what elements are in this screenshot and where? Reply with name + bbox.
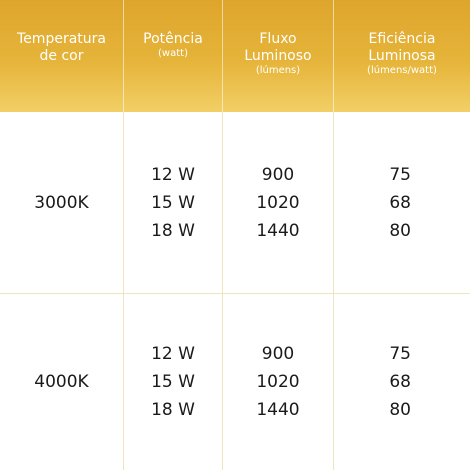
header-efficiency: Eficiência Luminosa (lúmens/watt) (334, 0, 470, 112)
table-row-2-efficiency: 75 68 80 (334, 294, 470, 470)
efficiency-value: 80 (389, 400, 411, 420)
power-value: 18 W (151, 400, 195, 420)
flux-value: 900 (261, 344, 295, 364)
header-flux-line1: Fluxo (259, 31, 297, 47)
temperature-value: 4000K (34, 372, 89, 392)
table-row-2-power: 12 W 15 W 18 W (124, 294, 223, 470)
flux-value: 1440 (256, 400, 300, 420)
flux-value: 900 (261, 164, 295, 185)
power-value: 15 W (151, 372, 195, 392)
power-value: 12 W (151, 164, 195, 185)
table-row-1-flux: 900 1020 1440 (223, 112, 334, 294)
table-row-1-efficiency: 75 68 80 (334, 112, 470, 294)
header-temperature-line2: de cor (39, 48, 84, 64)
power-value: 12 W (151, 344, 195, 364)
efficiency-value: 75 (389, 344, 411, 364)
header-power-unit: (watt) (158, 48, 188, 59)
table-row-2-flux: 900 1020 1440 (223, 294, 334, 470)
header-flux: Fluxo Luminoso (lúmens) (223, 0, 334, 112)
header-efficiency-line2: Luminosa (368, 48, 436, 64)
flux-value: 1020 (256, 372, 300, 392)
power-value: 18 W (151, 220, 195, 241)
header-power: Potência (watt) (124, 0, 223, 112)
efficiency-value: 68 (389, 192, 411, 213)
header-flux-unit: (lúmens) (255, 65, 301, 76)
table-row-1-power: 12 W 15 W 18 W (124, 112, 223, 294)
table-row-2-temperature: 4000K (0, 294, 124, 470)
header-temperature-line1: Temperatura (17, 31, 106, 47)
flux-value: 1020 (256, 192, 300, 213)
efficiency-value: 75 (389, 164, 411, 185)
efficiency-value: 68 (389, 372, 411, 392)
header-flux-line2: Luminoso (244, 48, 312, 64)
power-value: 15 W (151, 192, 195, 213)
efficiency-value: 80 (389, 220, 411, 241)
temperature-value: 3000K (34, 192, 89, 213)
header-temperature: Temperatura de cor (0, 0, 124, 112)
header-efficiency-line1: Eficiência (368, 31, 436, 47)
header-efficiency-unit: (lúmens/watt) (367, 65, 437, 76)
header-power-label: Potência (143, 31, 203, 47)
flux-value: 1440 (256, 220, 300, 241)
table-row-1-temperature: 3000K (0, 112, 124, 294)
